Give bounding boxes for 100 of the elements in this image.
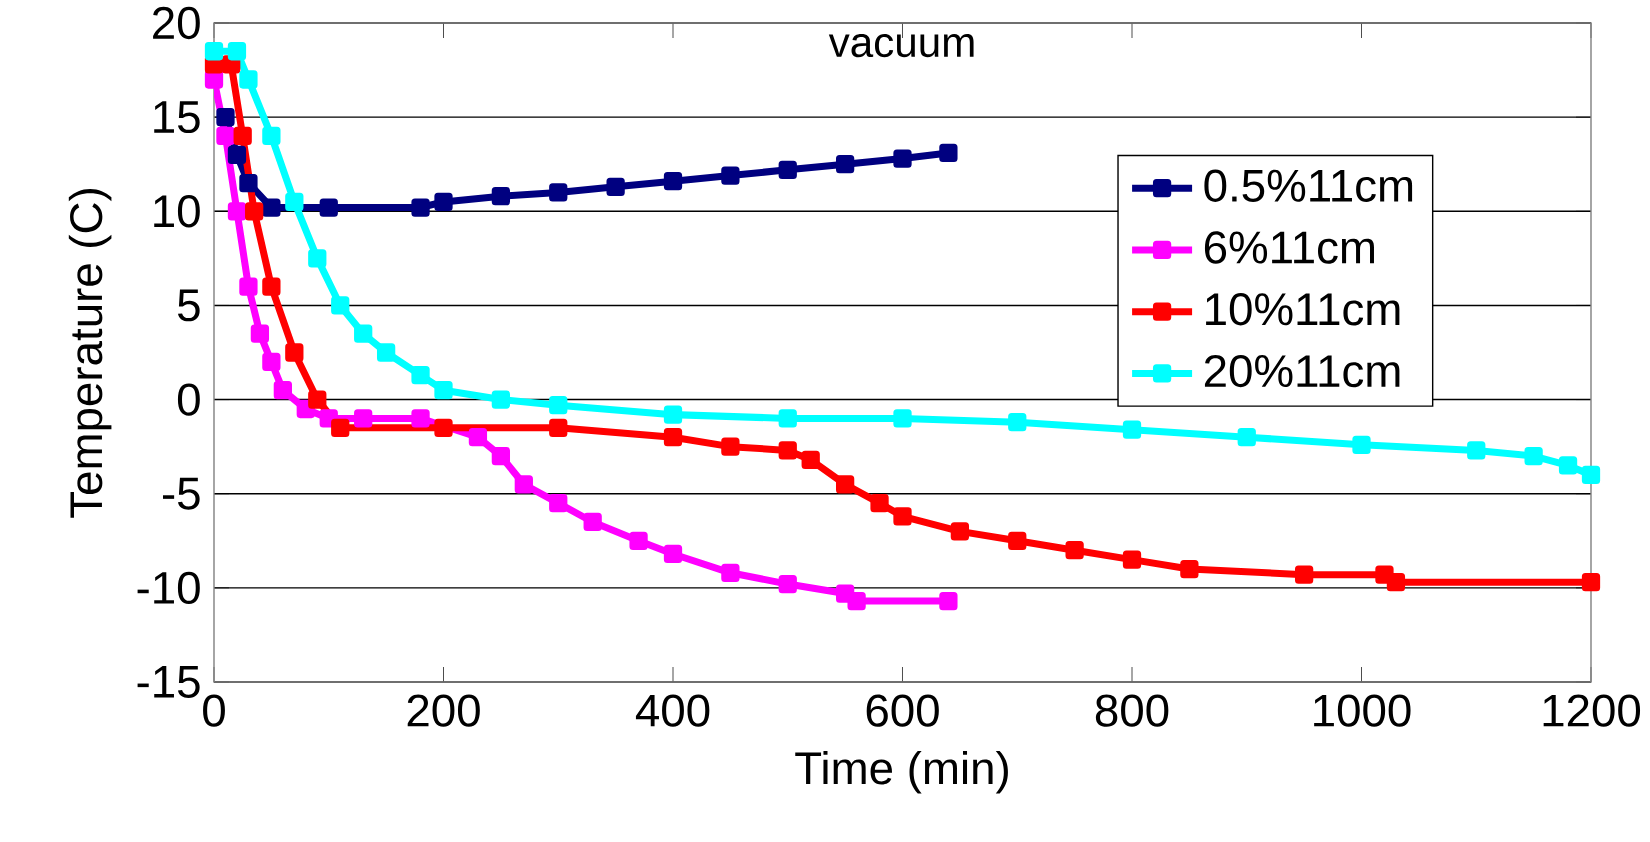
chart-title: vacuum (828, 34, 974, 58)
point (216, 108, 235, 127)
point (434, 192, 453, 212)
point (1352, 435, 1371, 454)
point (285, 192, 304, 212)
point (491, 390, 511, 409)
point (778, 160, 797, 180)
point (227, 202, 247, 221)
point (1581, 573, 1601, 592)
point (1558, 456, 1578, 475)
point (1294, 565, 1314, 584)
x-axis-title: Time (min) (795, 750, 1008, 794)
point (663, 405, 683, 424)
point (411, 409, 430, 428)
point (847, 591, 866, 611)
point (319, 198, 338, 217)
point (1065, 541, 1084, 560)
point (204, 70, 224, 89)
point (227, 42, 247, 61)
x-tick-label: 800 (1095, 694, 1169, 727)
point (285, 343, 304, 362)
point (491, 446, 511, 466)
point (778, 409, 797, 428)
point (1467, 441, 1486, 460)
x-tick-label: 1200 (1543, 694, 1641, 727)
point (549, 418, 568, 437)
point (835, 155, 855, 174)
point (893, 409, 912, 428)
point (663, 544, 683, 564)
legend-label: 0.5%11cm (1204, 169, 1413, 202)
x-tick-label: 400 (635, 694, 710, 727)
point (239, 173, 258, 193)
point (835, 584, 855, 603)
point (549, 183, 568, 202)
point (376, 343, 396, 362)
point (606, 177, 625, 196)
y-tick-label: 0 (177, 383, 200, 416)
x-tick-label: 200 (407, 694, 480, 727)
y-tick-label: -5 (163, 477, 200, 510)
y-tick-label: -15 (137, 666, 200, 698)
point (491, 187, 511, 206)
point (262, 352, 281, 372)
point (893, 149, 912, 168)
point (1008, 413, 1027, 432)
point (411, 365, 430, 385)
point (308, 390, 327, 409)
y-tick-label: 10 (154, 195, 200, 228)
legend-label: 6%11cm (1204, 231, 1374, 264)
point (629, 531, 648, 550)
point (233, 126, 252, 146)
point (262, 198, 281, 217)
point (721, 166, 740, 185)
point (549, 493, 568, 513)
point (468, 428, 488, 447)
legend-label: 20%11cm (1204, 354, 1400, 388)
point (1524, 446, 1543, 466)
point (354, 409, 373, 428)
point (1122, 550, 1142, 569)
point (319, 409, 338, 428)
point (331, 418, 350, 437)
point (227, 145, 247, 164)
x-tick-label: 1000 (1314, 694, 1411, 727)
point (1375, 565, 1394, 584)
point (893, 507, 912, 526)
y-tick-label: 5 (177, 289, 200, 322)
point (434, 418, 453, 437)
y-tick-label: -10 (137, 571, 200, 605)
point (950, 522, 970, 541)
point (411, 198, 430, 217)
point (1237, 428, 1256, 447)
point (514, 475, 533, 494)
point (1180, 559, 1199, 579)
point (216, 126, 235, 146)
point (1008, 531, 1027, 550)
point (262, 277, 281, 296)
point (239, 70, 258, 89)
y-axis-title: Temperature (C) (68, 189, 112, 518)
x-tick-label: 0 (203, 694, 225, 727)
point (721, 563, 740, 582)
point (801, 450, 820, 469)
point (222, 55, 241, 74)
point (1581, 465, 1601, 485)
point (721, 437, 740, 456)
point (331, 296, 350, 315)
point (549, 396, 568, 415)
point (245, 202, 264, 221)
point (778, 574, 797, 594)
point (308, 249, 327, 268)
point (583, 512, 602, 532)
point (434, 381, 453, 400)
legend-label: 10%11cm (1206, 293, 1400, 326)
point (1386, 573, 1406, 592)
point (204, 42, 224, 61)
point (939, 591, 958, 611)
point (663, 172, 683, 191)
point (663, 428, 683, 447)
point (1122, 420, 1142, 439)
point (250, 324, 270, 343)
point (239, 277, 258, 296)
point (939, 143, 958, 163)
